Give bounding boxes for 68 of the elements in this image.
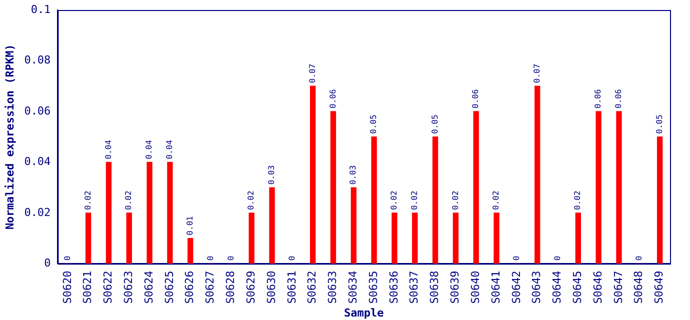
y-tick-label: 0.02 xyxy=(24,206,51,219)
x-tick-label: S0640 xyxy=(468,270,482,304)
y-axis-title: Normalized expression (RPKM) xyxy=(3,44,16,230)
y-tick-label: 0.08 xyxy=(24,54,51,67)
data-label: 0 xyxy=(226,256,236,261)
x-tick-label: S0630 xyxy=(264,270,278,304)
data-label: 0.05 xyxy=(654,114,664,134)
data-label: 0.03 xyxy=(267,165,276,185)
x-tick-label: S0637 xyxy=(408,270,421,304)
x-tick-label: S0642 xyxy=(510,270,523,304)
data-label: 0.02 xyxy=(450,190,460,210)
data-label: 0.02 xyxy=(83,190,92,210)
data-label: 0 xyxy=(552,256,562,261)
x-tick-label: S0648 xyxy=(632,270,646,304)
x-tick-label: S0649 xyxy=(652,270,666,304)
x-tick-label: S0622 xyxy=(102,270,115,304)
x-tick-label: S0631 xyxy=(285,270,298,304)
x-tick-label: S0625 xyxy=(162,270,176,304)
data-label: 0.04 xyxy=(104,140,113,160)
data-label: 0.04 xyxy=(165,140,174,160)
y-tick-label: 0 xyxy=(44,256,51,270)
data-label: 0.02 xyxy=(246,190,256,210)
x-tick-label: S0624 xyxy=(142,270,156,304)
x-tick-label: S0635 xyxy=(366,270,380,304)
x-tick-label: S0634 xyxy=(346,270,360,304)
x-tick-label: S0639 xyxy=(448,270,462,304)
data-label: 0.06 xyxy=(614,89,624,108)
data-label: 0 xyxy=(62,256,72,261)
data-label: 0 xyxy=(287,256,296,261)
data-label: 0.03 xyxy=(348,165,358,185)
x-tick-label: S0621 xyxy=(81,270,94,304)
y-tick-label: 0.1 xyxy=(30,2,51,16)
x-tick-label: S0632 xyxy=(306,270,319,304)
data-label: 0.02 xyxy=(573,190,582,210)
data-label: 0.01 xyxy=(185,216,194,236)
x-tick-label: S0647 xyxy=(612,270,625,304)
x-tick-label: S0628 xyxy=(224,270,238,304)
data-label: 0 xyxy=(206,256,215,261)
y-tick-label: 0.06 xyxy=(24,104,51,118)
y-tick-label: 0.04 xyxy=(24,155,52,168)
data-label: 0.05 xyxy=(369,114,378,134)
data-label: 0.06 xyxy=(594,89,603,108)
data-label: 0.07 xyxy=(532,64,542,84)
data-label: 0.02 xyxy=(410,190,419,210)
data-label: 0.07 xyxy=(308,64,317,84)
x-tick-label: S0626 xyxy=(183,270,196,304)
data-label: 0 xyxy=(634,256,644,261)
x-tick-label: S0641 xyxy=(489,270,502,304)
x-axis-title: Sample xyxy=(344,306,384,320)
data-label: 0.06 xyxy=(328,89,338,108)
x-tick-label: S0627 xyxy=(204,270,217,304)
data-label: 0.02 xyxy=(390,190,399,210)
x-tick-label: S0638 xyxy=(428,270,442,304)
data-label: 0.05 xyxy=(430,114,440,134)
data-label: 0.02 xyxy=(124,190,134,210)
x-tick-label: S0629 xyxy=(244,270,258,304)
x-tick-label: S0643 xyxy=(530,270,544,304)
data-label: 0 xyxy=(512,256,521,261)
data-label: 0.04 xyxy=(144,140,154,160)
x-tick-label: S0620 xyxy=(60,270,74,304)
x-tick-label: S0633 xyxy=(326,270,340,304)
x-tick-label: S0645 xyxy=(571,270,584,304)
data-label: 0.06 xyxy=(471,89,480,108)
x-tick-label: S0646 xyxy=(591,270,604,304)
x-tick-label: S0644 xyxy=(550,270,564,304)
x-tick-label: S0623 xyxy=(122,270,135,304)
x-tick-label: S0636 xyxy=(387,270,400,304)
data-label: 0.02 xyxy=(492,190,501,210)
